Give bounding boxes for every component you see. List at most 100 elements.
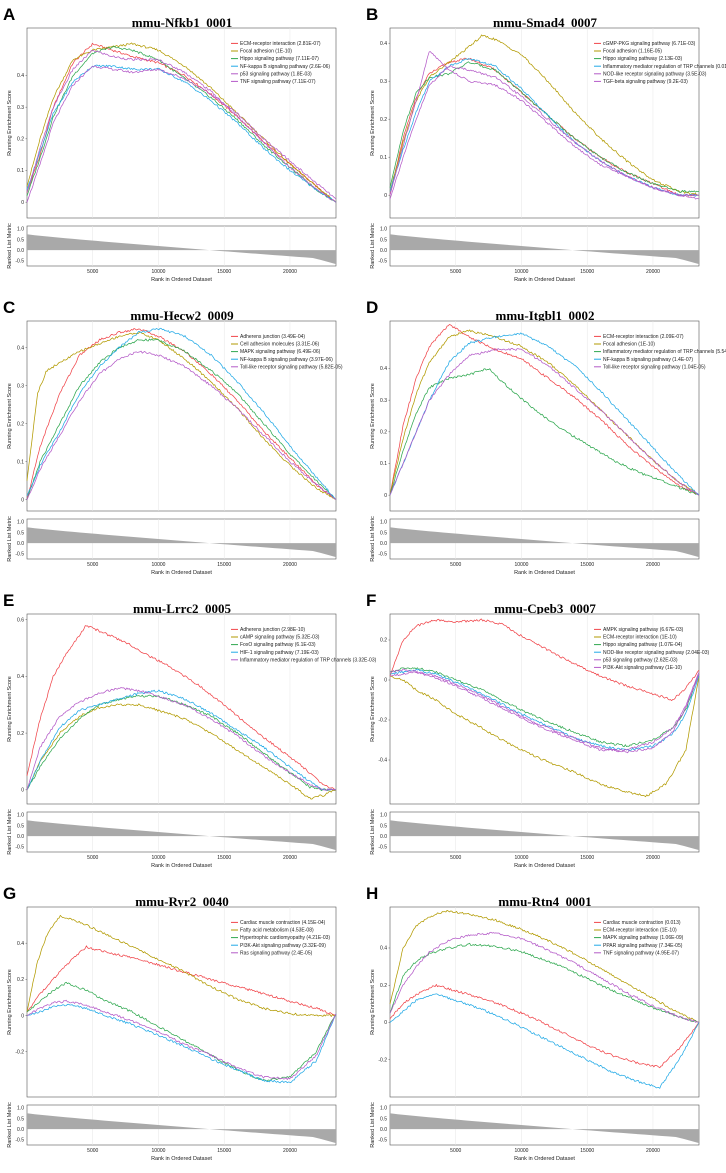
metric-tick-label: 0.5 bbox=[380, 530, 387, 536]
y-tick-label: 0.1 bbox=[380, 155, 387, 161]
legend-entry: MAPK signaling pathway (6.49E-06) bbox=[240, 349, 321, 355]
y-tick-label: -0.4 bbox=[378, 758, 387, 764]
legend-entry: ECM-receptor interaction (1E-10) bbox=[603, 928, 677, 934]
y-tick-label: 0.4 bbox=[17, 941, 24, 947]
x-tick-label: 15000 bbox=[580, 1148, 594, 1154]
y-axis-label: Running Enrichment Score bbox=[7, 969, 13, 1035]
series-line bbox=[389, 324, 700, 496]
metric-axis-label: Ranked List Metric bbox=[370, 223, 376, 269]
legend-entry: p53 signaling pathway (2.62E-03) bbox=[603, 657, 678, 663]
x-axis-label: Rank in Ordered Dataset bbox=[514, 570, 575, 576]
y-tick-label: 0.4 bbox=[17, 674, 24, 680]
y-tick-label: 0.1 bbox=[380, 461, 387, 467]
ranked-metric-area bbox=[390, 527, 699, 558]
legend-entry: NF-kappa B signaling pathway (1.4E-07) bbox=[603, 357, 693, 363]
y-tick-label: -0.2 bbox=[378, 1057, 387, 1063]
legend-entry: Hippo signaling pathway (2.13E-03) bbox=[603, 56, 683, 62]
legend-entry: AMPK signaling pathway (6.67E-03) bbox=[603, 627, 684, 633]
series-line bbox=[389, 61, 700, 193]
x-tick-label: 10000 bbox=[515, 855, 529, 861]
y-tick-label: 0.2 bbox=[17, 977, 24, 983]
metric-tick-label: 0.0 bbox=[380, 541, 387, 547]
panel-label: F bbox=[366, 591, 376, 610]
y-tick-label: 0 bbox=[384, 193, 387, 199]
legend-entry: PI3K-Akt signaling pathway (3.32E-09) bbox=[240, 943, 326, 949]
legend-entry: Inflammatory mediator regulation of TRP … bbox=[603, 349, 726, 355]
y-tick-label: 0.3 bbox=[380, 398, 387, 404]
series-line bbox=[389, 332, 700, 496]
y-axis-label: Running Enrichment Score bbox=[370, 90, 376, 156]
y-tick-label: 0 bbox=[21, 1013, 24, 1019]
x-tick-label: 20000 bbox=[283, 269, 297, 275]
metric-tick-label: 1.0 bbox=[380, 227, 387, 233]
y-tick-label: 0.1 bbox=[17, 168, 24, 174]
panel-title: mmu-Nfkb1_0001 bbox=[132, 15, 232, 30]
legend-entry: Cell adhesion molecules (3.31E-06) bbox=[240, 342, 320, 348]
metric-tick-label: 0.5 bbox=[380, 823, 387, 829]
legend-entry: Inflammatory mediator regulation of TRP … bbox=[240, 657, 377, 663]
x-tick-label: 5000 bbox=[87, 269, 98, 275]
ranked-metric-area bbox=[390, 1113, 699, 1144]
y-tick-label: 0 bbox=[384, 678, 387, 684]
y-axis-label: Running Enrichment Score bbox=[7, 383, 13, 449]
legend-entry: ECM-receptor interaction (2.09E-07) bbox=[603, 334, 684, 340]
y-tick-label: 0.4 bbox=[380, 946, 387, 952]
metric-tick-label: -0.5 bbox=[15, 258, 24, 264]
es-plot-frame bbox=[389, 613, 700, 805]
legend-entry: Focal adhesion (1E-10) bbox=[240, 49, 292, 55]
legend-entry: ECM-receptor interaction (1E-10) bbox=[603, 635, 677, 641]
y-tick-label: 0.3 bbox=[17, 105, 24, 111]
legend-entry: Hippo signaling pathway (1.07E-04) bbox=[603, 642, 683, 648]
x-tick-label: 5000 bbox=[87, 855, 98, 861]
y-axis-label: Running Enrichment Score bbox=[370, 383, 376, 449]
panel-label: D bbox=[366, 298, 378, 317]
x-tick-label: 20000 bbox=[283, 562, 297, 568]
y-tick-label: 0 bbox=[21, 497, 24, 503]
panel-title: mmu-Itgbl1_0002 bbox=[496, 308, 595, 323]
legend-entry: Focal adhesion (1.16E-05) bbox=[603, 49, 662, 55]
series-line bbox=[26, 331, 337, 500]
x-axis-label: Rank in Ordered Dataset bbox=[151, 277, 212, 283]
series-line bbox=[26, 64, 337, 203]
x-tick-label: 10000 bbox=[152, 1148, 166, 1154]
y-tick-label: 0.2 bbox=[17, 137, 24, 143]
series-line bbox=[26, 42, 337, 203]
y-tick-label: 0 bbox=[384, 493, 387, 499]
legend-entry: PI3K-Akt signaling pathway (1E-10) bbox=[603, 665, 682, 671]
y-axis-label: Running Enrichment Score bbox=[370, 969, 376, 1035]
panel-label: C bbox=[3, 298, 15, 317]
metric-tick-label: -0.5 bbox=[15, 551, 24, 557]
y-tick-label: 0.4 bbox=[17, 73, 24, 79]
x-tick-label: 20000 bbox=[646, 855, 660, 861]
series-line bbox=[26, 694, 337, 792]
legend-entry: Cardiac muscle contraction (0.013) bbox=[603, 920, 681, 926]
legend-entry: HIF-1 signaling pathway (7.19E-03) bbox=[240, 650, 319, 656]
series-line bbox=[26, 703, 337, 800]
x-tick-label: 15000 bbox=[580, 562, 594, 568]
y-tick-label: 0.6 bbox=[17, 617, 24, 623]
metric-tick-label: 0.0 bbox=[380, 834, 387, 840]
legend-entry: TNF signaling pathway (4.95E-07) bbox=[603, 950, 679, 956]
legend-entry: cGMP-PKG signaling pathway (6.71E-03) bbox=[603, 41, 696, 47]
series-line bbox=[389, 671, 700, 754]
series-line bbox=[389, 909, 700, 1023]
metric-tick-label: -0.5 bbox=[378, 844, 387, 850]
metric-axis-label: Ranked List Metric bbox=[370, 809, 376, 855]
x-axis-label: Rank in Ordered Dataset bbox=[514, 863, 575, 869]
x-tick-label: 10000 bbox=[515, 1148, 529, 1154]
legend-entry: Toll-like receptor signaling pathway (5.… bbox=[240, 364, 343, 370]
x-tick-label: 5000 bbox=[87, 562, 98, 568]
x-tick-label: 20000 bbox=[283, 855, 297, 861]
y-tick-label: 0 bbox=[21, 788, 24, 794]
x-tick-label: 20000 bbox=[283, 1148, 297, 1154]
ranked-metric-area bbox=[27, 527, 336, 558]
series-line bbox=[389, 347, 700, 496]
series-line bbox=[26, 350, 337, 500]
legend-entry: Toll-like receptor signaling pathway (1.… bbox=[603, 364, 706, 370]
series-line bbox=[26, 981, 337, 1082]
